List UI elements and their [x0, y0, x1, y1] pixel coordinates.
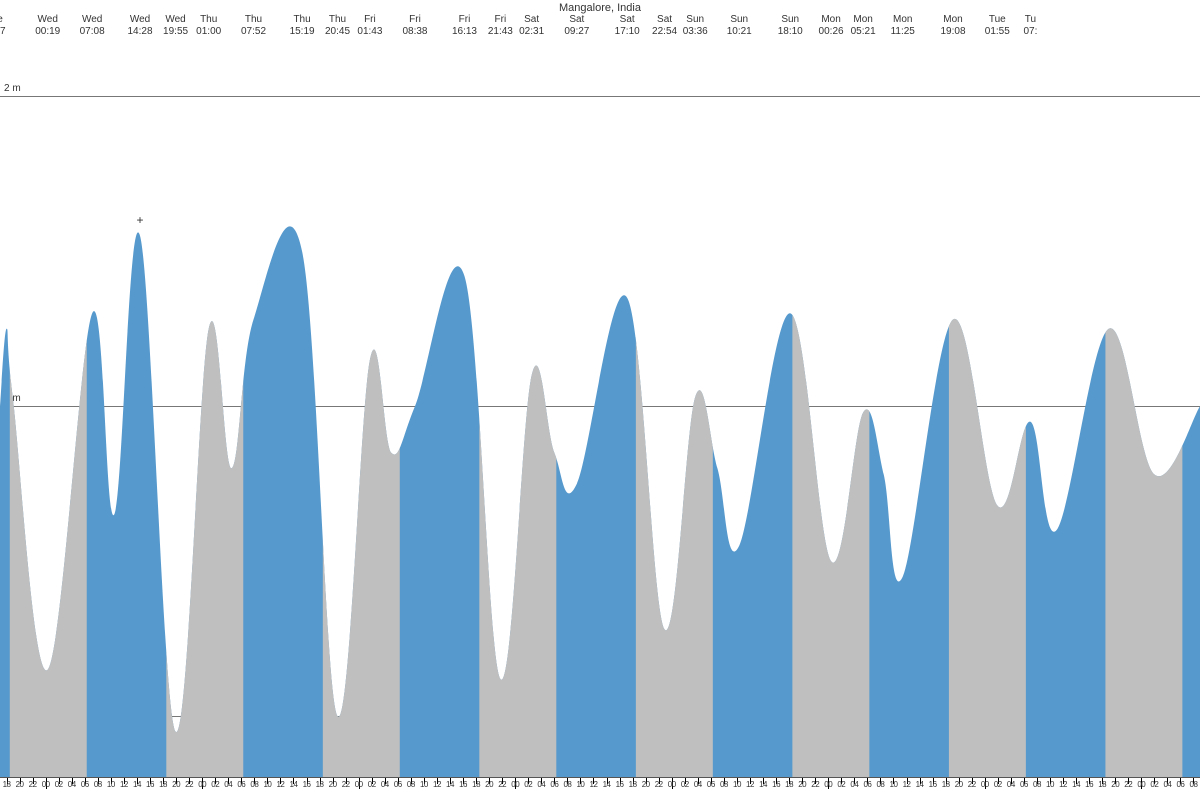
peak-marker: +: [137, 213, 144, 227]
hour-label: 22: [498, 780, 506, 789]
hour-label: 14: [759, 780, 767, 789]
hour-label: 22: [968, 780, 976, 789]
hour-label: 02: [55, 780, 63, 789]
hour-label: 12: [120, 780, 128, 789]
hour-label: 04: [224, 780, 232, 789]
hour-label: 06: [1020, 780, 1028, 789]
hour-label: 10: [420, 780, 428, 789]
hour-label: 08: [250, 780, 258, 789]
tide-chart: Mangalore, India e07Wed00:19Wed07:08Wed1…: [0, 0, 1200, 800]
hour-label: 10: [733, 780, 741, 789]
hour-label: 06: [1176, 780, 1184, 789]
hour-label: 12: [1059, 780, 1067, 789]
hour-label: 22: [185, 780, 193, 789]
hour-label: 14: [603, 780, 611, 789]
hour-label: 12: [433, 780, 441, 789]
hour-label: 20: [955, 780, 963, 789]
hour-label: 00: [198, 780, 206, 789]
hour-label: 04: [1007, 780, 1015, 789]
hour-label: 22: [811, 780, 819, 789]
hour-label: 16: [459, 780, 467, 789]
hour-label: 02: [994, 780, 1002, 789]
hour-label: 08: [720, 780, 728, 789]
hour-label: 02: [368, 780, 376, 789]
hour-label: 06: [550, 780, 558, 789]
hour-label: 02: [837, 780, 845, 789]
hour-label: 00: [981, 780, 989, 789]
hour-label: 14: [1072, 780, 1080, 789]
hour-label: 22: [29, 780, 37, 789]
hour-label: 04: [694, 780, 702, 789]
hour-label: 12: [590, 780, 598, 789]
hour-axis: 18 20 22 00 02 04 06 08 10 12 14 16 18 20 22 00 02 04 06 08…: [0, 777, 1200, 800]
hour-label: 12: [903, 780, 911, 789]
hour-label: 00: [668, 780, 676, 789]
hour-label: 10: [263, 780, 271, 789]
tide-area-svg: [0, 0, 1200, 800]
hour-label: 20: [798, 780, 806, 789]
hour-label: 04: [1163, 780, 1171, 789]
hour-label: 20: [329, 780, 337, 789]
hour-label: 10: [890, 780, 898, 789]
hour-label: 08: [94, 780, 102, 789]
hour-label: 18: [159, 780, 167, 789]
hour-label: 18: [785, 780, 793, 789]
hour-label: 00: [824, 780, 832, 789]
hour-label: 02: [1150, 780, 1158, 789]
hour-label: 18: [1098, 780, 1106, 789]
hour-label: 20: [642, 780, 650, 789]
hour-label: 00: [355, 780, 363, 789]
hour-label: 16: [146, 780, 154, 789]
hour-label: 08: [407, 780, 415, 789]
hour-label: 16: [303, 780, 311, 789]
hour-label: 04: [537, 780, 545, 789]
hour-label: 18: [316, 780, 324, 789]
hour-label: 16: [616, 780, 624, 789]
hour-label: 18: [472, 780, 480, 789]
hour-label: 08: [876, 780, 884, 789]
hour-label: 22: [1124, 780, 1132, 789]
hour-label: 18: [629, 780, 637, 789]
hour-label: 20: [16, 780, 24, 789]
hour-label: 14: [446, 780, 454, 789]
hour-label: 00: [1137, 780, 1145, 789]
hour-label: 06: [707, 780, 715, 789]
hour-label: 14: [290, 780, 298, 789]
hour-label: 02: [211, 780, 219, 789]
hour-label: 18: [3, 780, 11, 789]
hour-label: 06: [394, 780, 402, 789]
hour-label: 00: [42, 780, 50, 789]
hour-label: 22: [342, 780, 350, 789]
hour-label: 04: [381, 780, 389, 789]
hour-label: 14: [133, 780, 141, 789]
hour-label: 20: [1111, 780, 1119, 789]
hour-label: 02: [524, 780, 532, 789]
hour-label: 12: [276, 780, 284, 789]
hour-label: 06: [863, 780, 871, 789]
hour-label: 08: [1190, 780, 1198, 789]
hour-label: 18: [942, 780, 950, 789]
hour-label: 12: [746, 780, 754, 789]
hour-label: 02: [681, 780, 689, 789]
hour-label: 20: [172, 780, 180, 789]
hour-label: 10: [576, 780, 584, 789]
hour-label: 06: [237, 780, 245, 789]
hour-label: 16: [929, 780, 937, 789]
hour-label: 10: [1046, 780, 1054, 789]
hour-label: 22: [655, 780, 663, 789]
hour-label: 14: [916, 780, 924, 789]
hour-label: 00: [511, 780, 519, 789]
hour-label: 16: [772, 780, 780, 789]
hour-label: 06: [81, 780, 89, 789]
hour-label: 10: [107, 780, 115, 789]
hour-label: 20: [485, 780, 493, 789]
hour-label: 04: [850, 780, 858, 789]
hour-label: 08: [563, 780, 571, 789]
hour-label: 08: [1033, 780, 1041, 789]
hour-label: 16: [1085, 780, 1093, 789]
hour-label: 04: [68, 780, 76, 789]
